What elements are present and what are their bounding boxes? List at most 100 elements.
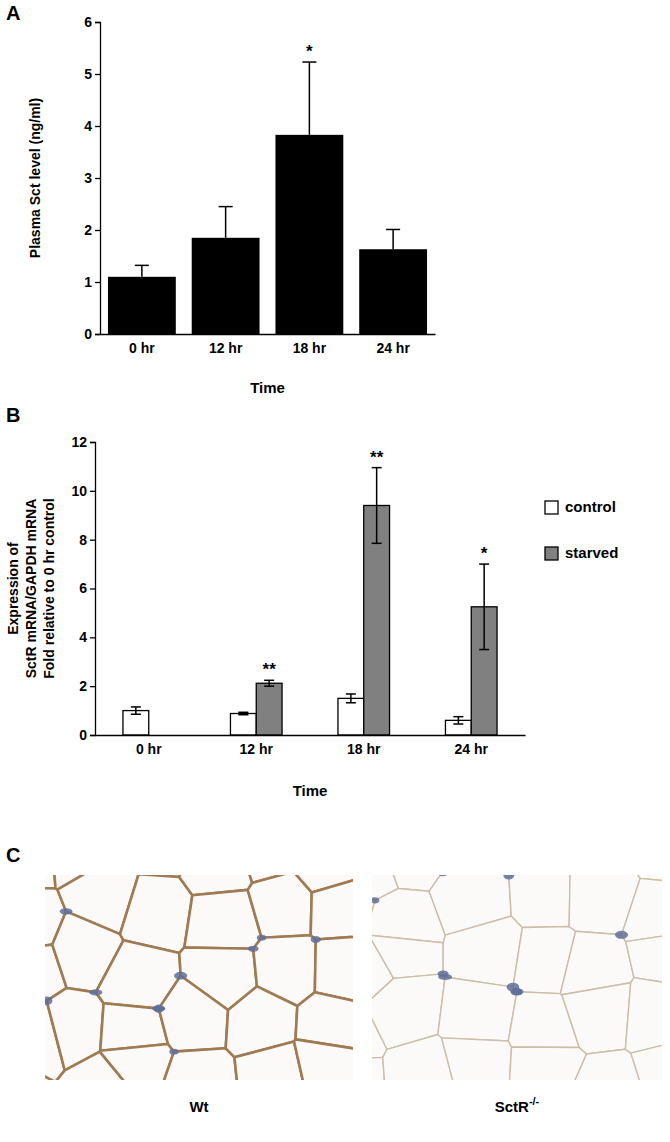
y-tick: 6 <box>84 14 100 30</box>
error-bar-cap <box>264 680 274 682</box>
y-tick: 8 <box>79 532 95 548</box>
y-tick: 10 <box>71 483 95 499</box>
micrograph-label-superscript: -/- <box>529 1095 540 1107</box>
y-tick: 12 <box>71 434 95 450</box>
cell-membrane <box>509 875 570 928</box>
nucleus <box>503 875 514 880</box>
y-tick-label: 12 <box>71 434 87 450</box>
error-bar-cap <box>135 265 149 267</box>
cell-membrane <box>562 983 631 1054</box>
nucleus <box>89 989 102 995</box>
cell-membrane <box>438 977 517 1041</box>
cell-membrane <box>625 978 662 1054</box>
micrograph-content <box>372 875 662 1080</box>
error-bar-stem <box>483 564 485 649</box>
y-tick: 6 <box>79 580 95 596</box>
nucleus <box>248 946 259 952</box>
error-bar-cap <box>219 206 233 208</box>
error-bar-cap <box>386 229 400 231</box>
y-tick: 2 <box>84 222 100 238</box>
legend: control starved <box>545 498 618 561</box>
error-bar-stem <box>376 468 378 544</box>
x-axis: 0 hr12 hr18 hr24 hr <box>101 334 436 356</box>
cell-membrane <box>372 935 443 978</box>
error-bar-cap <box>346 693 356 695</box>
y-axis-line <box>90 443 96 736</box>
x-tick-label: 18 hr <box>293 340 327 356</box>
significance-label: ** <box>263 660 277 679</box>
y-axis-title: Fold relative to 0 hr control <box>41 498 57 678</box>
nucleus <box>169 1049 178 1055</box>
nucleus <box>507 983 520 992</box>
nucleus <box>257 935 267 941</box>
error-bar <box>302 62 316 135</box>
y-tick-mark <box>90 540 95 541</box>
y-tick: 3 <box>84 170 100 186</box>
y-tick-mark <box>90 735 95 736</box>
chart-1: B*****0246810120 hr12 hr18 hr24 hrTimeEx… <box>5 404 619 799</box>
error-bar-stem <box>225 207 227 238</box>
error-bar-cap <box>131 713 141 715</box>
y-tick: 2 <box>79 678 95 694</box>
legend-label: control <box>565 498 616 515</box>
x-axis-title: Time <box>293 782 328 799</box>
y-tick-label: 3 <box>84 170 92 186</box>
cell-membrane <box>442 1038 512 1080</box>
nucleus <box>152 1006 165 1012</box>
legend-label: starved <box>565 544 618 561</box>
y-tick-mark <box>95 126 100 127</box>
error-bar-cap <box>302 61 316 63</box>
x-tick-label: 24 hr <box>376 340 410 356</box>
error-bar <box>264 680 274 686</box>
error-bar-stem <box>309 62 311 135</box>
y-axis-title: Plasma Sct level (ng/ml) <box>27 98 43 258</box>
micrograph-content <box>45 875 353 1080</box>
y-tick-mark <box>95 178 100 179</box>
y-tick-label: 0 <box>79 727 87 743</box>
bar <box>359 249 427 334</box>
y-tick-mark <box>90 442 95 443</box>
x-tick-label: 12 hr <box>209 340 243 356</box>
y-tick-mark <box>95 334 100 335</box>
x-tick: 24 hr <box>376 334 410 356</box>
error-bar <box>131 707 141 714</box>
bar <box>256 683 282 735</box>
error-bar <box>453 717 463 724</box>
x-axis-line <box>96 735 526 736</box>
x-tick: 12 hr <box>240 735 274 757</box>
y-tick-mark <box>95 230 100 231</box>
y-tick-mark <box>90 588 95 589</box>
error-bar-cap <box>453 716 463 718</box>
error-bar-cap <box>346 702 356 704</box>
x-tick: 12 hr <box>209 334 243 356</box>
y-tick-mark <box>95 74 100 75</box>
y-tick-mark <box>90 637 95 638</box>
y-tick: 0 <box>79 727 95 743</box>
micrograph-label-text: Wt <box>189 1098 208 1115</box>
error-bar <box>479 564 489 649</box>
y-tick-label: 10 <box>71 483 87 499</box>
chart-0: A*01234560 hr12 hr18 hr24 hrTimePlasma S… <box>6 2 436 396</box>
cell-membrane <box>631 1030 662 1080</box>
panel-label: A <box>6 2 20 24</box>
x-tick: 24 hr <box>455 735 489 757</box>
x-tick-label: 0 hr <box>136 741 162 757</box>
x-tick: 18 hr <box>293 334 327 356</box>
significance-label: * <box>306 42 313 61</box>
error-bar <box>219 207 233 238</box>
y-tick-mark <box>90 686 95 687</box>
cell-membrane <box>100 1044 174 1080</box>
nucleus <box>152 1006 165 1012</box>
micrograph <box>307 812 670 1140</box>
micrograph <box>0 811 418 1140</box>
bar <box>275 135 343 334</box>
y-tick: 1 <box>84 274 100 290</box>
micrograph-label: SctR-/- <box>495 1095 540 1115</box>
error-bar-stem <box>458 717 460 724</box>
figure: A*01234560 hr12 hr18 hr24 hrTimePlasma S… <box>0 0 670 1142</box>
nucleus <box>372 930 373 936</box>
y-tick-label: 6 <box>79 580 87 596</box>
significance-label: ** <box>370 448 384 467</box>
error-bar <box>346 694 356 703</box>
bar <box>230 714 256 735</box>
